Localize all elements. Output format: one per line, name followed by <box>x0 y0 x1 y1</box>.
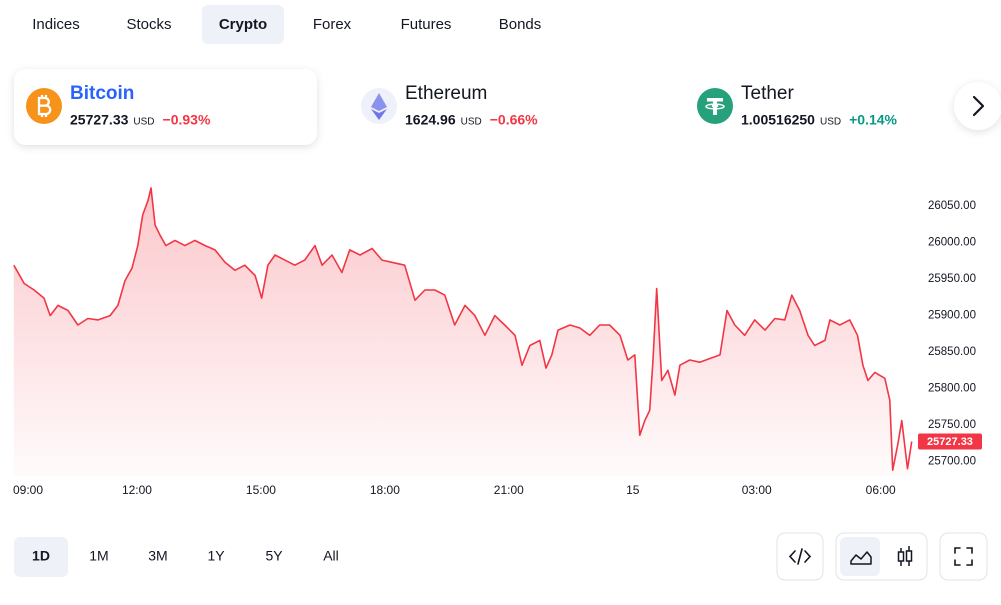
range-label: 3M <box>148 548 167 564</box>
range-button[interactable]: 1Y <box>207 548 225 564</box>
next-button[interactable] <box>954 82 1001 130</box>
asset-unit: USD <box>133 117 154 128</box>
range-label: All <box>323 548 339 564</box>
asset-price: 1.00516250 <box>741 112 815 128</box>
content: Indices Stocks Crypto Forex Futures Bonds Bitc… <box>13 5 982 577</box>
x-tick-label: 09:00 <box>13 483 43 497</box>
tab-label: Futures <box>401 16 452 33</box>
asset-card[interactable]: Ethereum 1624.96 USD −0.66% <box>361 83 538 128</box>
range-label: 1Y <box>207 548 225 564</box>
asset-change: +0.14% <box>849 112 897 128</box>
asset-card[interactable]: Bitcoin 25727.33 USD −0.93% <box>14 69 317 145</box>
asset-name: Ethereum <box>405 83 487 104</box>
x-tick-label: 12:00 <box>122 483 152 497</box>
asset-icon <box>697 88 733 124</box>
tab[interactable]: Crypto <box>202 5 284 44</box>
range-button[interactable]: 1M <box>89 548 108 564</box>
y-tick-label: 25850.00 <box>928 346 976 358</box>
tab[interactable]: Indices <box>32 16 80 33</box>
asset-icon <box>26 88 62 124</box>
tab[interactable]: Futures <box>401 16 452 33</box>
range-label: 1M <box>89 548 108 564</box>
asset-change: −0.66% <box>490 112 538 128</box>
bitcoin-glyph <box>37 95 52 117</box>
price-area <box>13 187 912 476</box>
fullscreen-button[interactable] <box>939 532 988 581</box>
card-background <box>14 69 317 145</box>
y-tick-label: 25750.00 <box>928 419 976 431</box>
x-tick-label: 06:00 <box>866 483 896 497</box>
tether-glyph <box>705 103 725 110</box>
y-tick-label: 25700.00 <box>928 455 976 467</box>
y-tick-label: 25900.00 <box>928 310 976 322</box>
candle-style-button[interactable] <box>897 546 913 566</box>
price-chart: 25700.00 25750.00 25800.00 25850.00 25900.00… <box>13 187 982 497</box>
tab-label: Indices <box>32 16 80 33</box>
asset-icon <box>361 88 397 124</box>
tab[interactable]: Stocks <box>126 16 171 33</box>
y-tick-label: 26000.00 <box>928 237 976 249</box>
range-button[interactable]: 3M <box>148 548 167 564</box>
range-button[interactable]: 5Y <box>265 548 283 564</box>
tab-label: Stocks <box>126 16 171 33</box>
asset-card[interactable]: Tether 1.00516250 USD +0.14% <box>697 83 898 128</box>
y-tick-label: 25800.00 <box>928 383 976 395</box>
asset-name: Bitcoin <box>70 83 134 104</box>
y-tick-label: 25950.00 <box>928 273 976 285</box>
x-tick-label: 03:00 <box>742 483 772 497</box>
x-tick-label: 15:00 <box>246 483 276 497</box>
ethereum-glyph <box>371 109 387 120</box>
asset-unit: USD <box>820 117 841 128</box>
embed-button[interactable] <box>776 532 824 581</box>
asset-price: 25727.33 <box>70 112 129 128</box>
tab-label: Bonds <box>499 16 542 33</box>
x-tick-label: 15 <box>626 483 640 497</box>
tab[interactable]: Bonds <box>499 16 542 33</box>
range-label: 5Y <box>265 548 283 564</box>
asset-unit: USD <box>461 117 482 128</box>
x-tick-label: 18:00 <box>370 483 400 497</box>
range-highlight <box>14 537 68 577</box>
tether-glyph <box>707 98 723 115</box>
tab[interactable]: Forex <box>313 16 352 33</box>
price-line <box>13 187 913 471</box>
x-tick-label: 21:00 <box>494 483 524 497</box>
range-button[interactable]: 1D <box>14 537 68 577</box>
area-style-button[interactable] <box>840 537 880 576</box>
tab-label: Forex <box>313 16 352 33</box>
last-price-label: 25727.33 <box>927 436 973 448</box>
range-button[interactable]: All <box>323 548 339 564</box>
y-tick-label: 26050.00 <box>928 200 976 212</box>
asset-price: 1624.96 <box>405 112 456 128</box>
last-price-badge <box>918 433 982 450</box>
asset-change: −0.93% <box>163 112 211 128</box>
asset-name: Tether <box>741 83 794 104</box>
ethereum-glyph <box>371 93 387 111</box>
range-label: 1D <box>32 548 50 564</box>
tab-highlight <box>202 5 284 44</box>
tab-label: Crypto <box>219 16 267 33</box>
